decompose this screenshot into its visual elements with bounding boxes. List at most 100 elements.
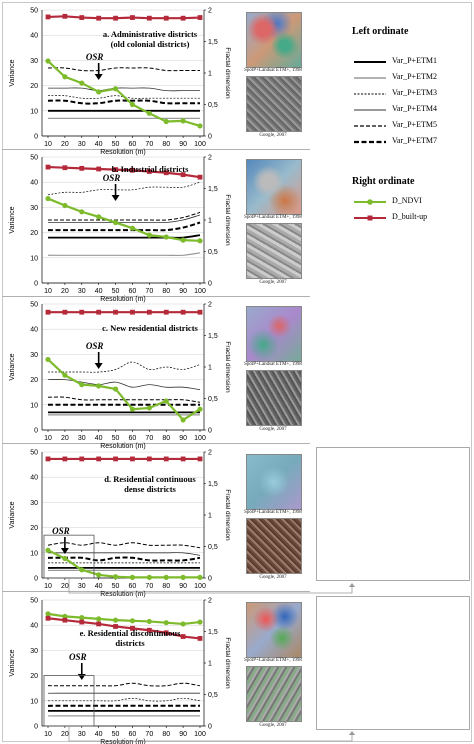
y2-tick-label: 0,5: [208, 102, 218, 109]
x-tick-label: 90: [179, 288, 187, 295]
chart-title: dense districts: [124, 484, 176, 494]
series-line-var-p-etm1: [47, 234, 201, 239]
builtup-point: [96, 309, 102, 315]
builtup-point: [180, 309, 186, 315]
x-tick-label: 50: [112, 141, 120, 148]
ndvi-point: [146, 574, 152, 580]
ndvi-point: [163, 398, 169, 404]
chart-title: (old colonial districts): [111, 39, 190, 49]
ndvi-point: [129, 574, 136, 580]
ndvi-point: [79, 382, 85, 388]
series-line-var-p-etm7: [47, 99, 200, 105]
inset-d-box: [316, 447, 470, 581]
chart-panel-b: 0 10 20 30 40 50 0 0,5 1 1,5 2 10 20 30 40 50 60 70 80 90 10…: [9, 155, 231, 304]
y2-tick-label: 1,5: [208, 481, 218, 488]
x-tick-label: 40: [95, 141, 103, 148]
builtup-point: [130, 15, 135, 20]
ndvi-point: [62, 555, 68, 562]
panel-separator: [2, 443, 310, 444]
legend-swatch: [354, 60, 386, 64]
ndvi-point: [129, 225, 136, 231]
x-tick-label: 70: [145, 583, 153, 590]
ndvi-point: [129, 618, 136, 624]
y-tick-label: 20: [30, 673, 38, 680]
builtup-point: [113, 167, 118, 172]
x-tick-label: 40: [95, 288, 103, 295]
y-tick-label: 0: [34, 576, 38, 583]
y-axis-label: Variance: [9, 59, 16, 86]
y2-tick-label: 1,5: [208, 39, 218, 46]
legend-marker: [367, 215, 373, 221]
y-tick-label: 40: [30, 33, 38, 40]
ndvi-point: [112, 386, 119, 392]
zoom-connector-head: [349, 583, 355, 587]
panel-separator: [2, 149, 310, 150]
legend-label: D_NDVI: [392, 196, 422, 205]
x-tick-label: 10: [44, 583, 52, 590]
ndvi-point: [180, 621, 186, 627]
builtup-point: [113, 624, 118, 629]
x-tick-label: 40: [95, 435, 103, 442]
ndvi-point: [197, 123, 203, 129]
satellite-caption: SpotP+Landsat ETM+, 1998: [244, 510, 302, 515]
y2-tick-label: 0,5: [208, 249, 218, 256]
builtup-point: [62, 13, 68, 19]
builtup-point: [146, 15, 152, 21]
satellite-image-thumbnail: [246, 454, 302, 510]
x-tick-label: 90: [179, 141, 187, 148]
series-line-d-built-up: [47, 617, 201, 640]
x-tick-label: 60: [129, 288, 137, 295]
osr-arrowhead: [60, 548, 69, 554]
builtup-point: [96, 621, 102, 627]
ndvi-point: [45, 356, 51, 363]
x-tick-label: 70: [145, 731, 153, 738]
ndvi-point: [112, 617, 119, 623]
x-tick-label: 70: [145, 141, 153, 148]
y-tick-label: 30: [30, 205, 38, 212]
legend-item: D_NDVI: [352, 196, 470, 208]
ndvi-point: [96, 89, 102, 95]
x-tick-label: 10: [44, 731, 52, 738]
series-line-var-p-etm3: [47, 361, 201, 373]
osr-arrowhead: [77, 674, 86, 680]
series-line-var-p-etm7: [47, 221, 201, 232]
ndvi-point: [96, 214, 102, 220]
osr-arrowhead: [94, 74, 103, 80]
builtup-point: [163, 630, 169, 636]
legend-item: Var_P+ETM4: [352, 104, 470, 116]
series-line-var-p-etm4: [47, 379, 201, 391]
zoom-connector: [68, 726, 353, 742]
y2-axis-label: Fractal dimension: [224, 489, 231, 541]
satellite-caption: SpotP+Landsat ETM+, 1998: [244, 362, 302, 367]
ndvi-point: [163, 574, 169, 580]
y-tick-label: 10: [30, 698, 38, 705]
y2-tick-label: 0: [208, 134, 212, 141]
builtup-point: [180, 634, 186, 639]
y-tick-label: 50: [30, 155, 38, 162]
builtup-point: [197, 309, 203, 315]
y-tick-label: 50: [30, 8, 38, 15]
builtup-point: [180, 15, 186, 21]
legend-right-title: Right ordinate: [352, 176, 415, 187]
chart-panel-d: 0 10 20 30 40 50 0 0,5 1 1,5 2 10 20 30 40 50 60 70 80 90 10…: [9, 450, 355, 598]
series-line-var-p-etm3: [47, 181, 201, 196]
builtup-point: [62, 165, 68, 171]
y2-tick-label: 1,5: [208, 333, 218, 340]
chart-title: c. New residential districts: [102, 323, 198, 333]
builtup-point: [197, 174, 203, 180]
x-tick-label: 20: [61, 583, 69, 590]
ndvi-point: [112, 86, 119, 92]
builtup-point: [180, 456, 186, 462]
y2-tick-label: 2: [208, 302, 212, 309]
google-image-thumbnail: [246, 223, 302, 279]
series-line-var-p-etm2: [47, 252, 201, 257]
builtup-point: [113, 309, 118, 315]
y2-tick-label: 0: [208, 576, 212, 583]
x-tick-label: 40: [95, 583, 103, 590]
google-image-thumbnail: [246, 518, 302, 574]
google-image-thumbnail: [246, 666, 302, 722]
legend-item: Var_P+ETM1: [352, 56, 470, 68]
builtup-point: [45, 309, 51, 315]
builtup-point: [146, 169, 152, 174]
